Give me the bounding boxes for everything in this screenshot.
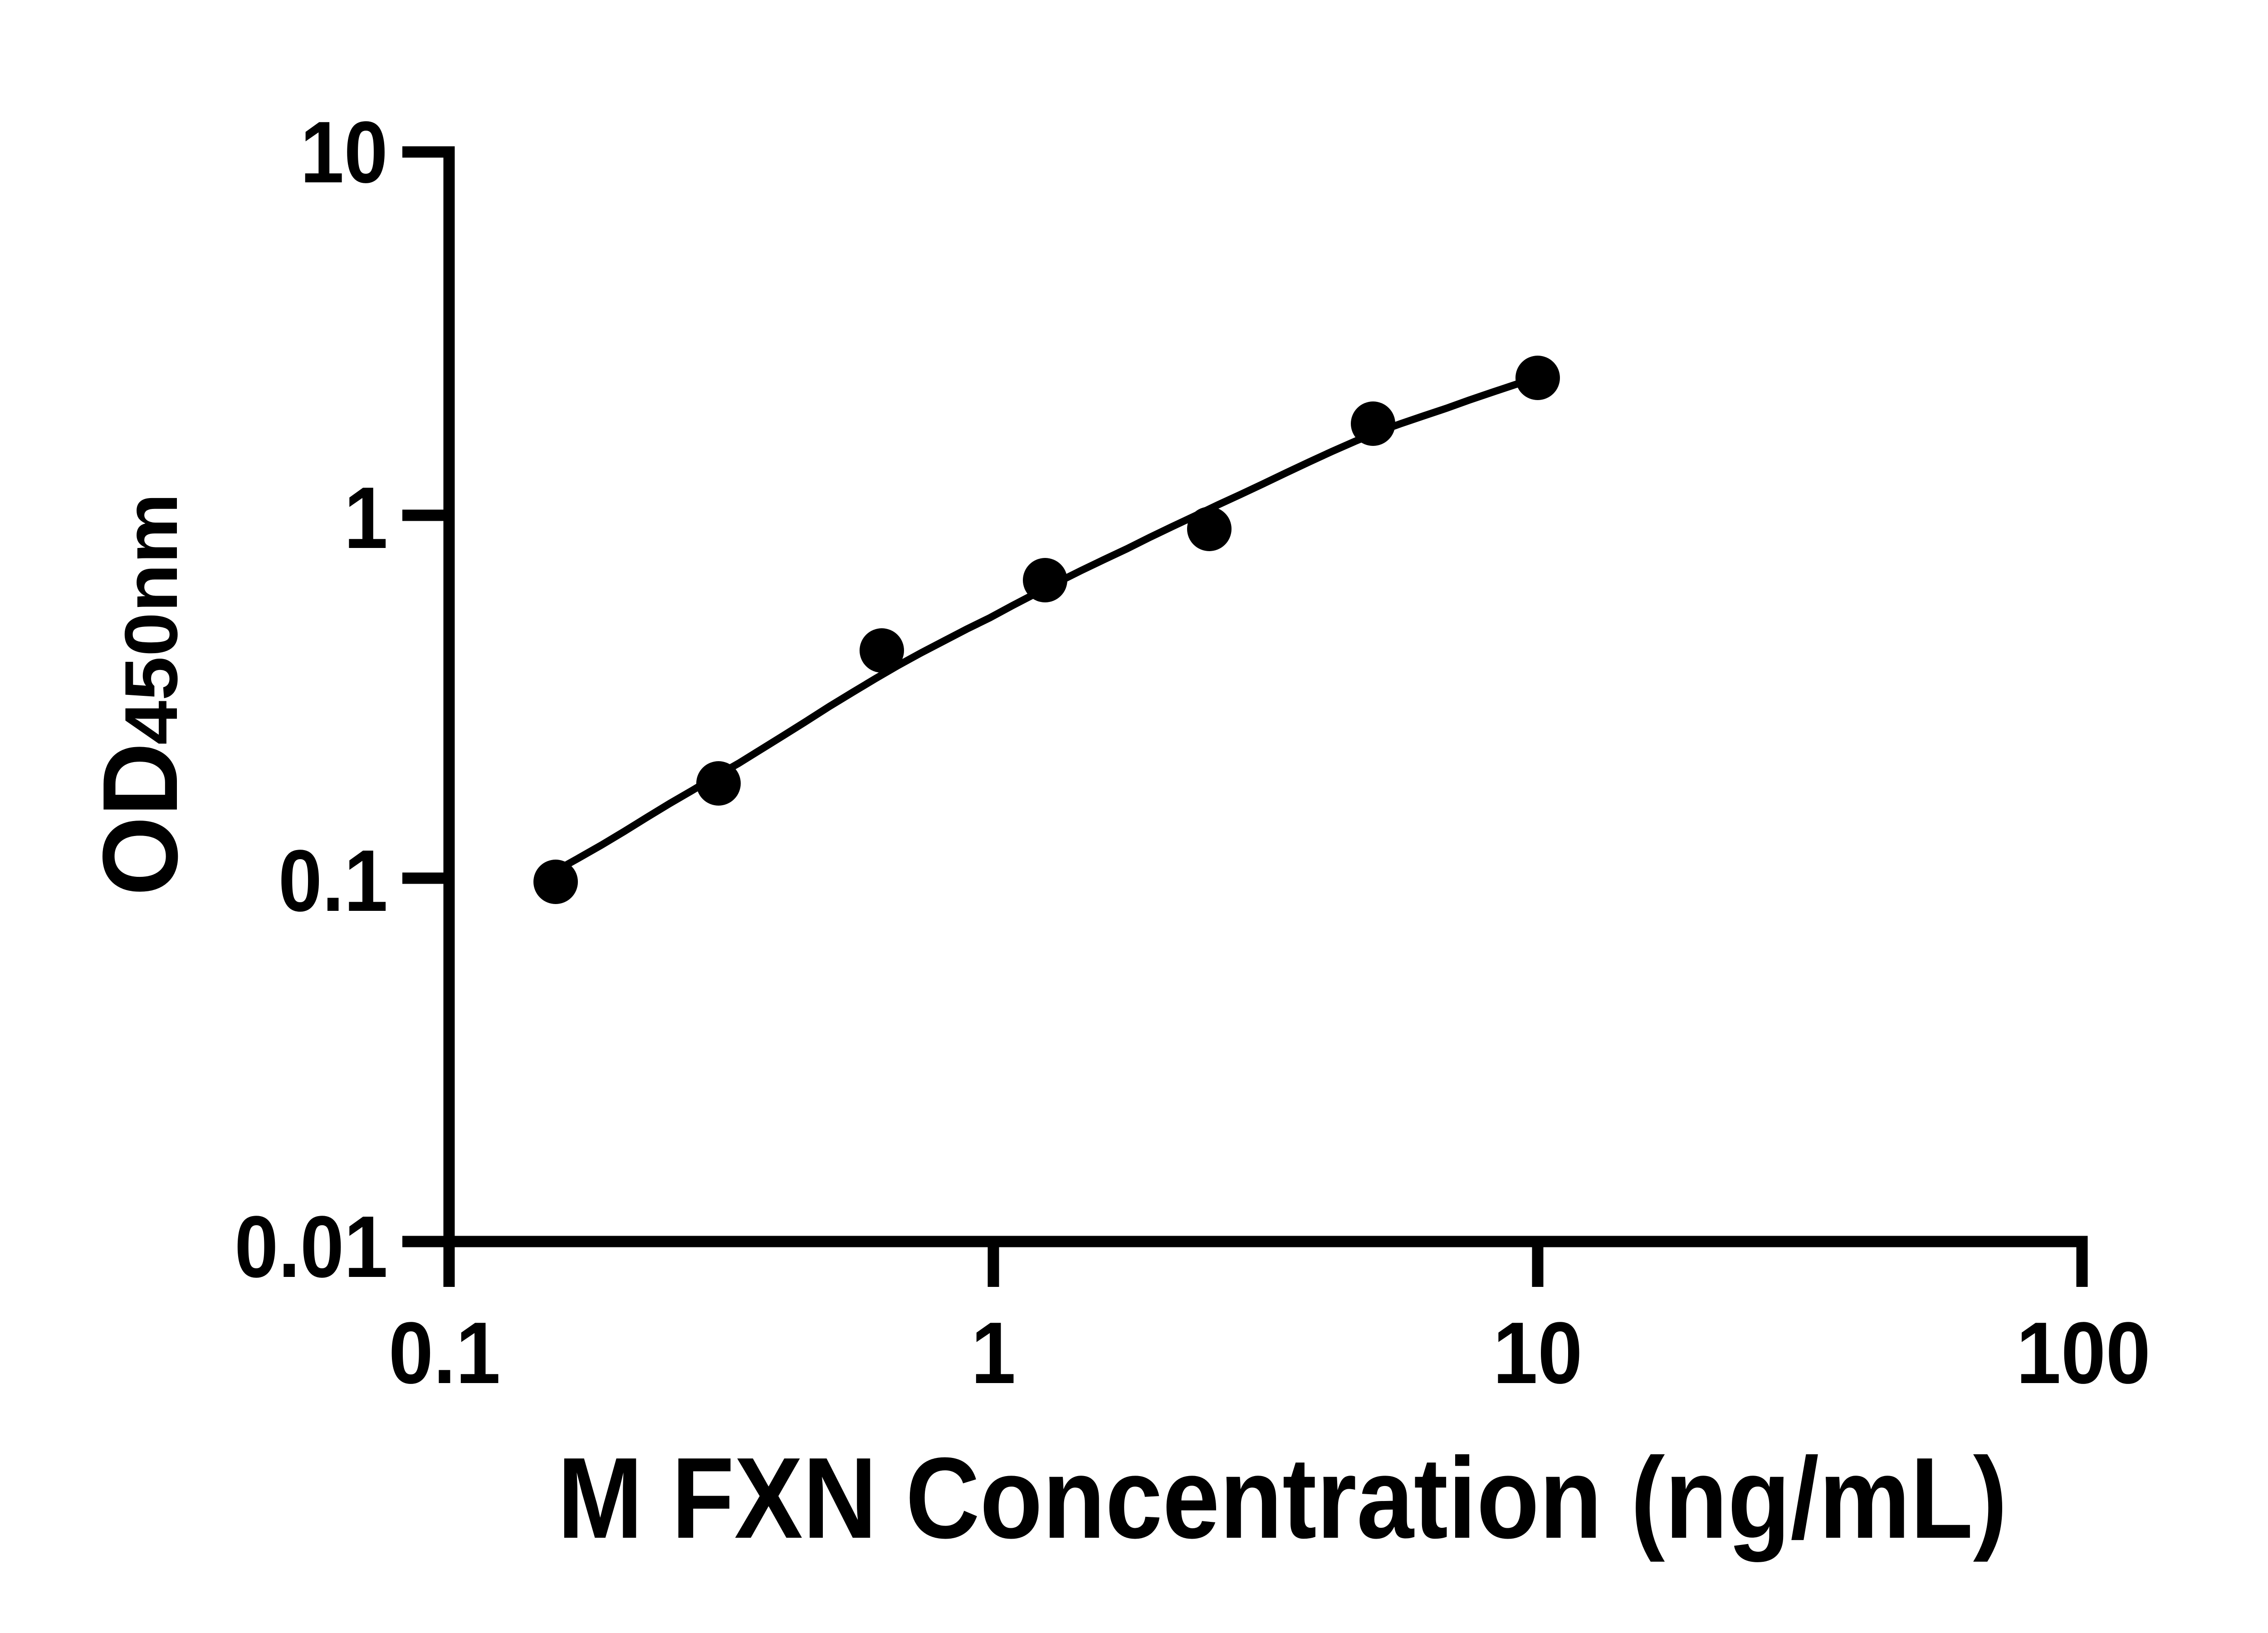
svg-text:1: 1 [344,469,388,567]
svg-text:0.01: 0.01 [235,1198,388,1296]
svg-text:M FXN Concentration (ng/mL): M FXN Concentration (ng/mL) [557,1434,2008,1563]
svg-text:0.1: 0.1 [279,832,388,929]
svg-text:10: 10 [300,103,388,201]
svg-text:OD: OD [81,743,200,896]
svg-text:1: 1 [971,1304,1016,1402]
svg-text:10: 10 [1493,1304,1583,1402]
svg-text:450nm: 450nm [109,493,193,745]
svg-text:0.1: 0.1 [389,1304,501,1402]
svg-text:100: 100 [2016,1304,2151,1402]
